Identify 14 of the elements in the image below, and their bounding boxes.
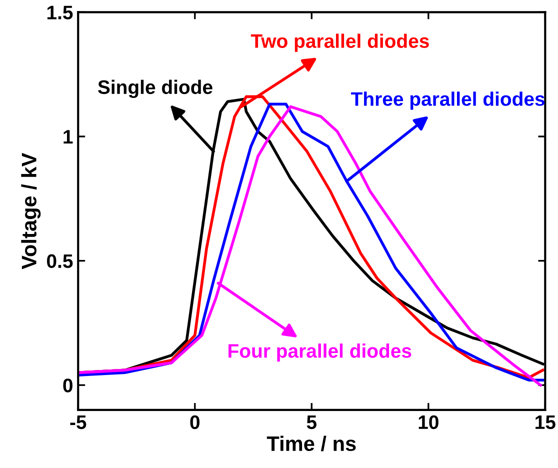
y-tick-label: 1 xyxy=(64,130,73,144)
annotation: Single diode xyxy=(98,80,212,98)
y-axis-title: Voltage / kV xyxy=(21,152,41,270)
y-tick-label: 0.5 xyxy=(47,254,73,268)
annotation: Four parallel diodes xyxy=(228,344,412,362)
x-axis-title: Time / ns xyxy=(266,436,356,452)
x-tick-label: 10 xyxy=(418,415,438,430)
x-tick-label: 5 xyxy=(306,416,317,430)
y-tick-label: 0 xyxy=(63,378,72,392)
annotation: Two parallel diodes xyxy=(250,34,429,52)
x-tick-label: -5 xyxy=(70,416,86,430)
y-tick-label: 1.5 xyxy=(47,6,73,20)
x-tick-label: 15 xyxy=(536,416,556,430)
x-tick-label: 0 xyxy=(190,415,200,430)
